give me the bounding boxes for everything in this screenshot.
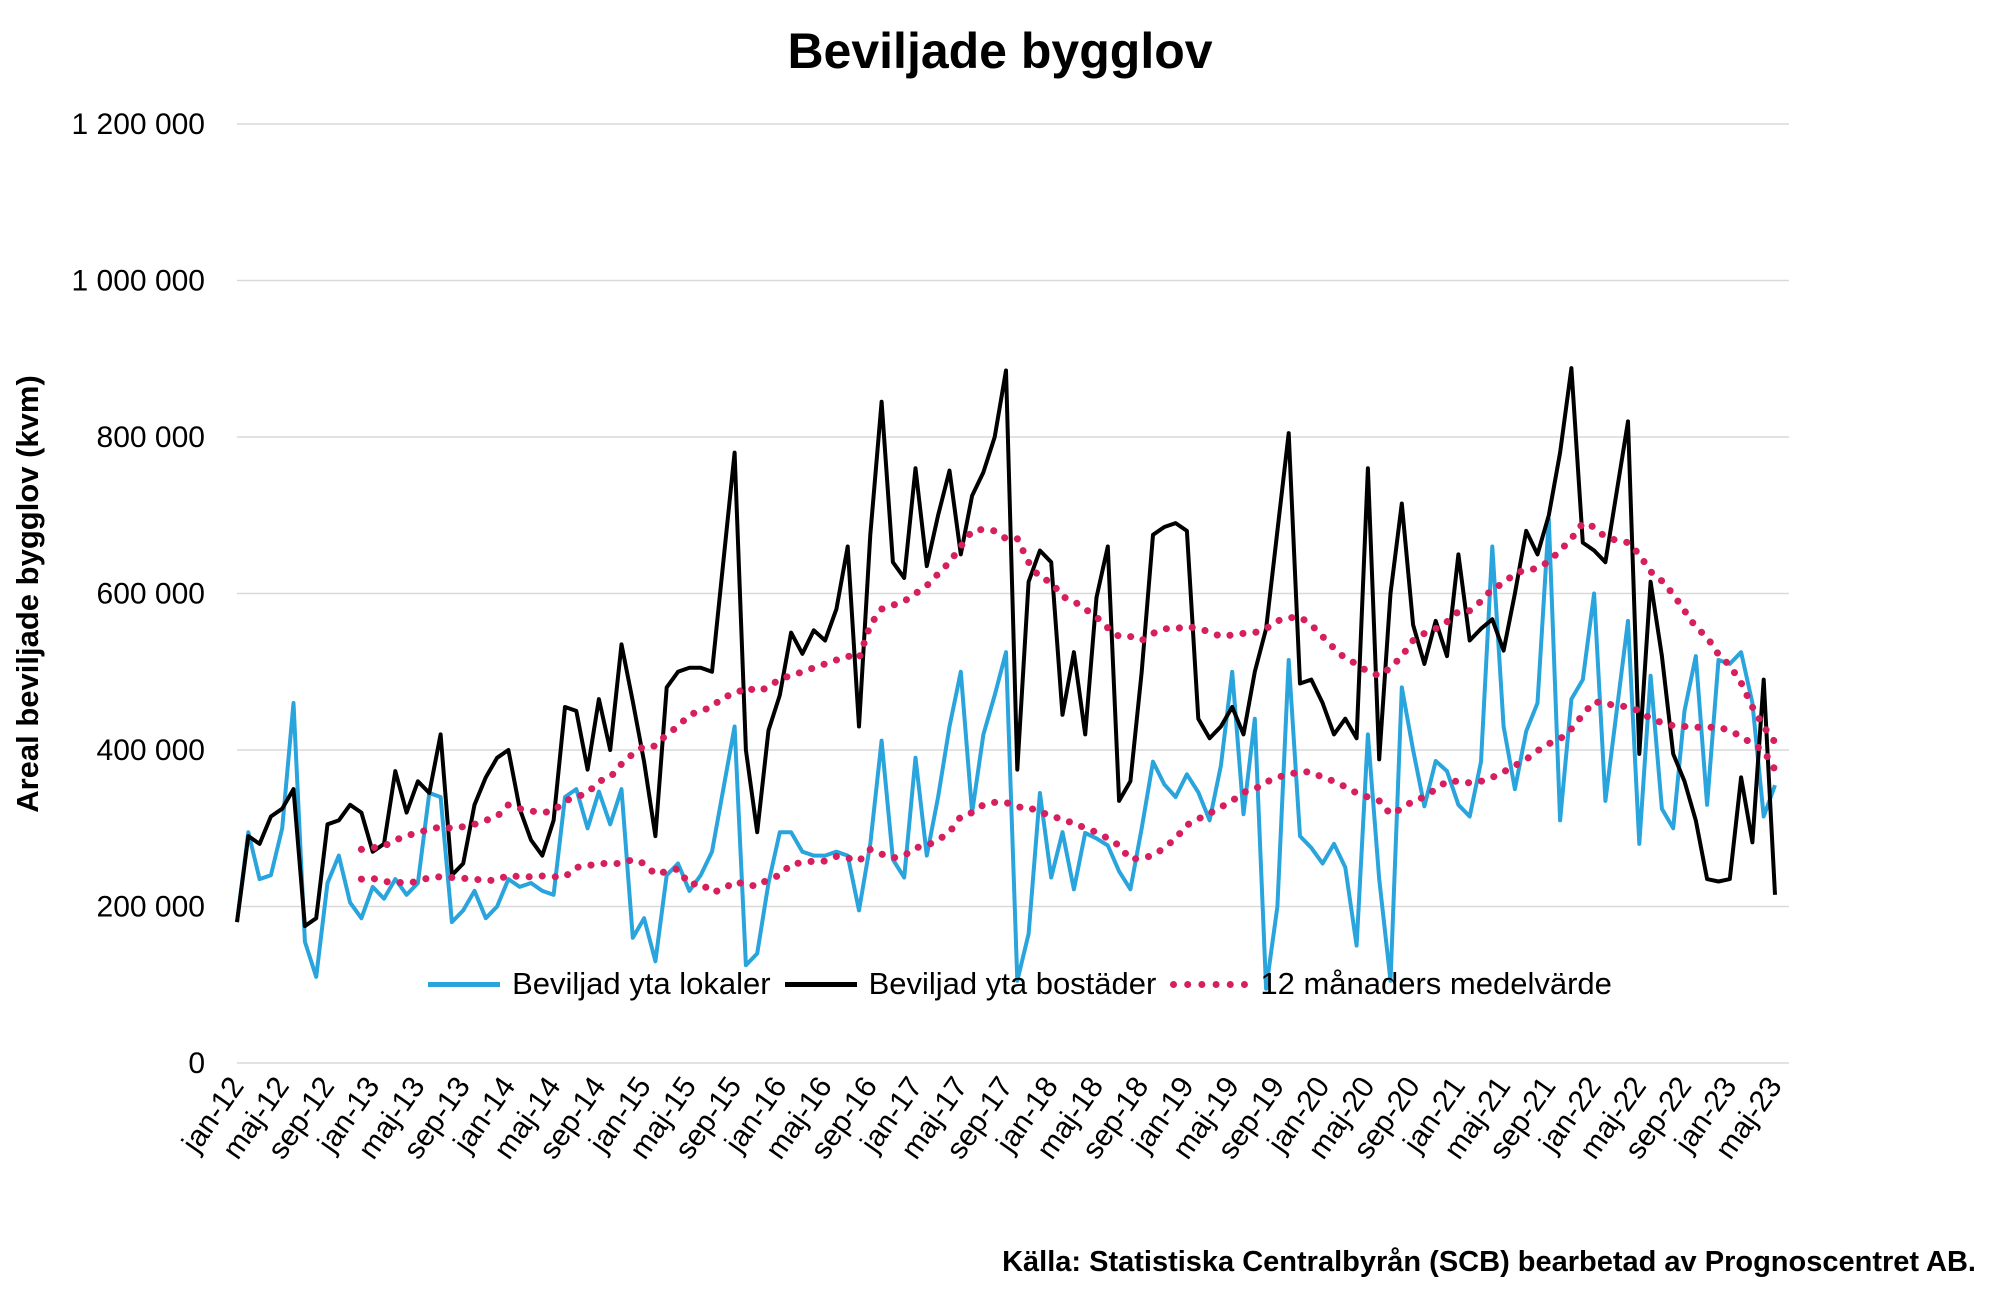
y-tick-label: 400 000 <box>97 734 205 767</box>
legend-label-medelvarde: 12 månaders medelvärde <box>1260 966 1612 1001</box>
series-line <box>235 366 1777 929</box>
legend-item-medelvarde: 12 månaders medelvärde <box>1170 966 1612 1002</box>
source-note: Källa: Statistiska Centralbyrån (SCB) be… <box>1002 1246 1976 1278</box>
legend-label-bostader: Beviljad yta bostäder <box>868 966 1157 1001</box>
legend-item-bostader: Beviljad yta bostäder <box>784 966 1157 1002</box>
legend: Beviljad yta lokaler Beviljad yta bostäd… <box>260 966 1780 1002</box>
series-line <box>235 517 1777 991</box>
y-tick-label: 0 <box>188 1047 205 1080</box>
legend-line-lokaler-icon <box>428 981 501 987</box>
legend-dotted-line-icon <box>1170 980 1249 988</box>
y-tick-label: 800 000 <box>97 421 205 454</box>
series-avg <box>357 519 1779 853</box>
legend-label-lokaler: Beviljad yta lokaler <box>512 966 771 1001</box>
y-tick-label: 600 000 <box>97 578 205 611</box>
y-tick-label: 1 000 000 <box>72 265 205 298</box>
legend-line-bostader-icon <box>784 981 857 987</box>
series-avg <box>357 698 1779 896</box>
chart-title: Beviljade bygglov <box>787 23 1213 79</box>
y-tick-label: 1 200 000 <box>72 108 205 141</box>
y-tick-label: 200 000 <box>97 891 205 924</box>
legend-item-lokaler: Beviljad yta lokaler <box>428 966 771 1002</box>
